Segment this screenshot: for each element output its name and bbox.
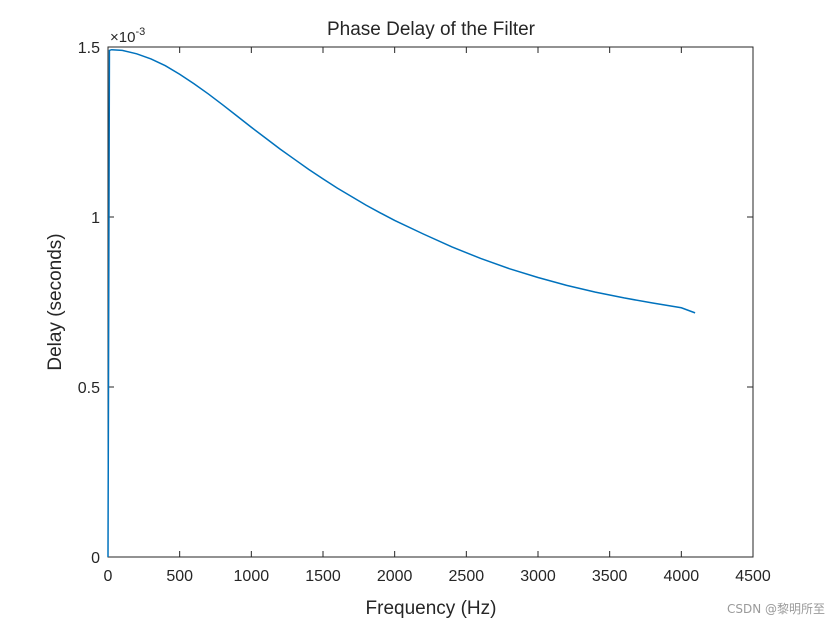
y-exponent-base: ×10 [110,29,135,46]
y-tick-label-1: 1 [91,210,100,227]
y-axis-ticks: 0 0.5 1 1.5 [78,40,753,567]
x-tick-label-1000: 1000 [234,568,270,585]
y-tick-label-1.5: 1.5 [78,40,100,57]
x-axis-ticks: 0 500 1000 1500 2000 2500 3000 3500 4000 4500 [104,47,771,585]
x-tick-label-500: 500 [166,568,193,585]
x-tick-label-3500: 3500 [592,568,628,585]
x-tick-label-4000: 4000 [664,568,700,585]
y-exponent-label: ×10-3 [110,26,145,46]
chart-title: Phase Delay of the Filter [327,19,536,40]
y-tick-label-0: 0 [91,550,100,567]
watermark: CSDN @黎明所至 [726,602,825,616]
axes-box [107,46,754,558]
x-axis-label: Frequency (Hz) [366,598,497,619]
y-axis-label: Delay (seconds) [45,233,66,370]
x-tick-label-3000: 3000 [520,568,556,585]
plot-area: 0 500 1000 1500 2000 2500 3000 3500 4000 4500 0 0.… [78,40,771,585]
x-tick-label-4500: 4500 [735,568,771,585]
svg-text:×10-3: ×10-3 [110,26,145,46]
y-tick-label-0.5: 0.5 [78,380,100,397]
x-tick-label-0: 0 [104,568,113,585]
series-line-phase-delay [107,48,696,558]
y-exponent-power: -3 [135,26,145,38]
x-tick-label-1500: 1500 [305,568,341,585]
x-tick-label-2500: 2500 [449,568,485,585]
x-tick-label-2000: 2000 [377,568,413,585]
